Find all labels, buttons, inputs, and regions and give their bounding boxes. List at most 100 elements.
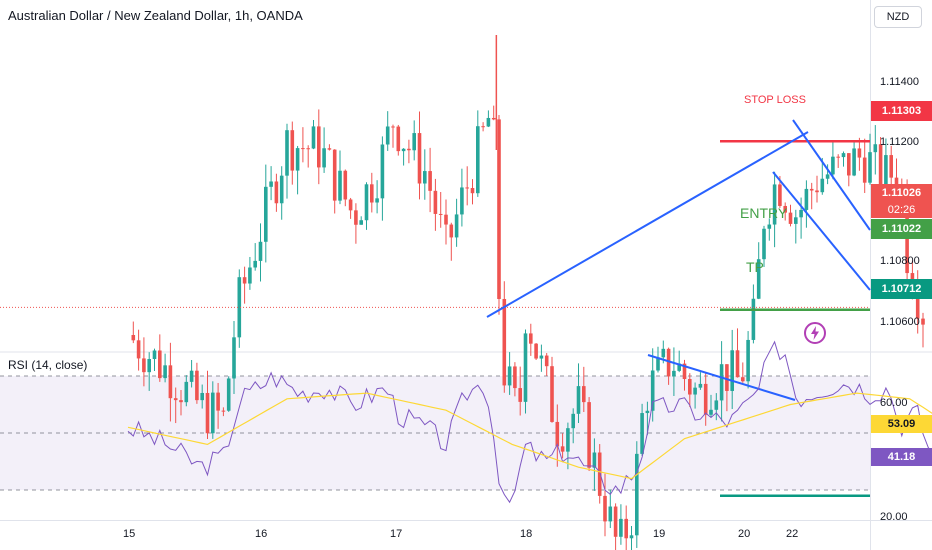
rsi-ma-value-tag: 53.09 bbox=[871, 415, 932, 433]
candle-body bbox=[677, 363, 681, 371]
candle-body bbox=[332, 149, 337, 201]
candle-body bbox=[253, 260, 257, 268]
y-tick-label: 1.11400 bbox=[880, 76, 919, 88]
chart-title: Australian Dollar / New Zealand Dollar, … bbox=[8, 8, 303, 23]
candle-body bbox=[407, 148, 411, 151]
candle-body bbox=[449, 224, 454, 238]
candle-body bbox=[306, 148, 310, 150]
candle-body bbox=[396, 126, 401, 152]
rsi-tick-label: 20.00 bbox=[880, 511, 908, 523]
candle-body bbox=[915, 293, 920, 319]
candle-body bbox=[370, 184, 374, 203]
candle-body bbox=[788, 212, 793, 224]
candle-body bbox=[454, 214, 459, 238]
candle-body bbox=[650, 370, 655, 411]
y-tick-label: 1.10800 bbox=[880, 255, 920, 267]
candle-body bbox=[741, 377, 745, 382]
candle-body bbox=[852, 148, 856, 176]
candle-body bbox=[921, 318, 925, 325]
candle-body bbox=[322, 148, 326, 168]
candle-body bbox=[401, 148, 406, 152]
candle-body bbox=[576, 386, 581, 414]
candle-body bbox=[226, 378, 231, 411]
candle-body bbox=[232, 337, 236, 379]
candle-body bbox=[640, 413, 644, 454]
candle-body bbox=[269, 181, 273, 187]
candle-body bbox=[147, 359, 151, 373]
rsi-value-tag: 41.18 bbox=[871, 448, 932, 466]
candle-body bbox=[608, 506, 613, 522]
tp-annotation: TP bbox=[746, 259, 764, 275]
candle-body bbox=[703, 383, 708, 415]
candle-body bbox=[184, 381, 189, 403]
candle-body bbox=[179, 400, 183, 403]
candle-body bbox=[767, 224, 772, 229]
candle-body bbox=[592, 452, 597, 468]
candle-body bbox=[783, 205, 787, 213]
candle-body bbox=[847, 153, 851, 176]
y-tick-label: 1.10600 bbox=[880, 316, 920, 328]
candle-body bbox=[566, 428, 570, 452]
candle-body bbox=[815, 190, 819, 193]
candle-body bbox=[465, 187, 469, 189]
candle-body bbox=[375, 198, 379, 203]
candle-body bbox=[301, 148, 305, 150]
candle-body bbox=[317, 126, 321, 168]
rsi-tick-label: 60.00 bbox=[880, 397, 908, 409]
x-tick-label: 15 bbox=[123, 528, 136, 540]
currency-button[interactable]: NZD bbox=[874, 6, 922, 28]
candle-body bbox=[290, 130, 295, 171]
candle-body bbox=[242, 277, 247, 284]
entry-price-tag: 1.11022 bbox=[871, 219, 932, 239]
candle-body bbox=[534, 343, 538, 359]
candle-body bbox=[661, 348, 666, 358]
candle-body bbox=[597, 452, 602, 496]
lightning-icon[interactable] bbox=[803, 321, 827, 345]
candle-body bbox=[428, 171, 432, 191]
candle-body bbox=[889, 155, 893, 178]
candle-body bbox=[205, 392, 210, 434]
candle-body bbox=[688, 379, 692, 395]
candle-body bbox=[338, 170, 342, 201]
candle-body bbox=[555, 421, 560, 447]
candle-body bbox=[285, 130, 289, 176]
candle-body bbox=[264, 186, 268, 242]
candle-body bbox=[571, 413, 575, 429]
candle-body bbox=[804, 188, 809, 210]
candle-body bbox=[751, 298, 756, 340]
candle-body bbox=[656, 357, 660, 371]
candle-body bbox=[497, 119, 501, 299]
candle-body bbox=[868, 152, 872, 183]
candle-body bbox=[327, 148, 332, 150]
x-tick-label: 22 bbox=[786, 528, 799, 540]
candle-body bbox=[560, 446, 565, 452]
candle-body bbox=[131, 335, 136, 341]
candle-body bbox=[809, 188, 814, 191]
x-tick-label: 17 bbox=[390, 528, 403, 540]
candle-body bbox=[778, 184, 782, 206]
candle-body bbox=[258, 241, 263, 261]
candle-body bbox=[693, 387, 697, 395]
candle-body bbox=[354, 210, 358, 225]
candle-body bbox=[666, 348, 671, 377]
rsi-line bbox=[127, 340, 932, 504]
rsi-title: RSI (14, close) bbox=[8, 358, 88, 372]
entry-annotation: ENTRY bbox=[740, 205, 788, 221]
candle-body bbox=[343, 170, 348, 200]
candle-body bbox=[756, 259, 761, 299]
candle-body bbox=[645, 410, 650, 414]
candle-body bbox=[200, 392, 204, 401]
candle-body bbox=[348, 199, 353, 211]
candle-body bbox=[279, 175, 284, 204]
candle-body bbox=[364, 184, 369, 221]
candle-body bbox=[523, 333, 528, 402]
candle-body bbox=[380, 144, 385, 199]
candle-body bbox=[873, 144, 878, 153]
candle-body bbox=[550, 366, 554, 422]
candle-body bbox=[613, 506, 618, 537]
candle-body bbox=[163, 365, 167, 379]
x-tick-label: 16 bbox=[255, 528, 268, 540]
current-price-tag: 1.11026 bbox=[871, 184, 932, 202]
candle-body bbox=[730, 350, 734, 391]
